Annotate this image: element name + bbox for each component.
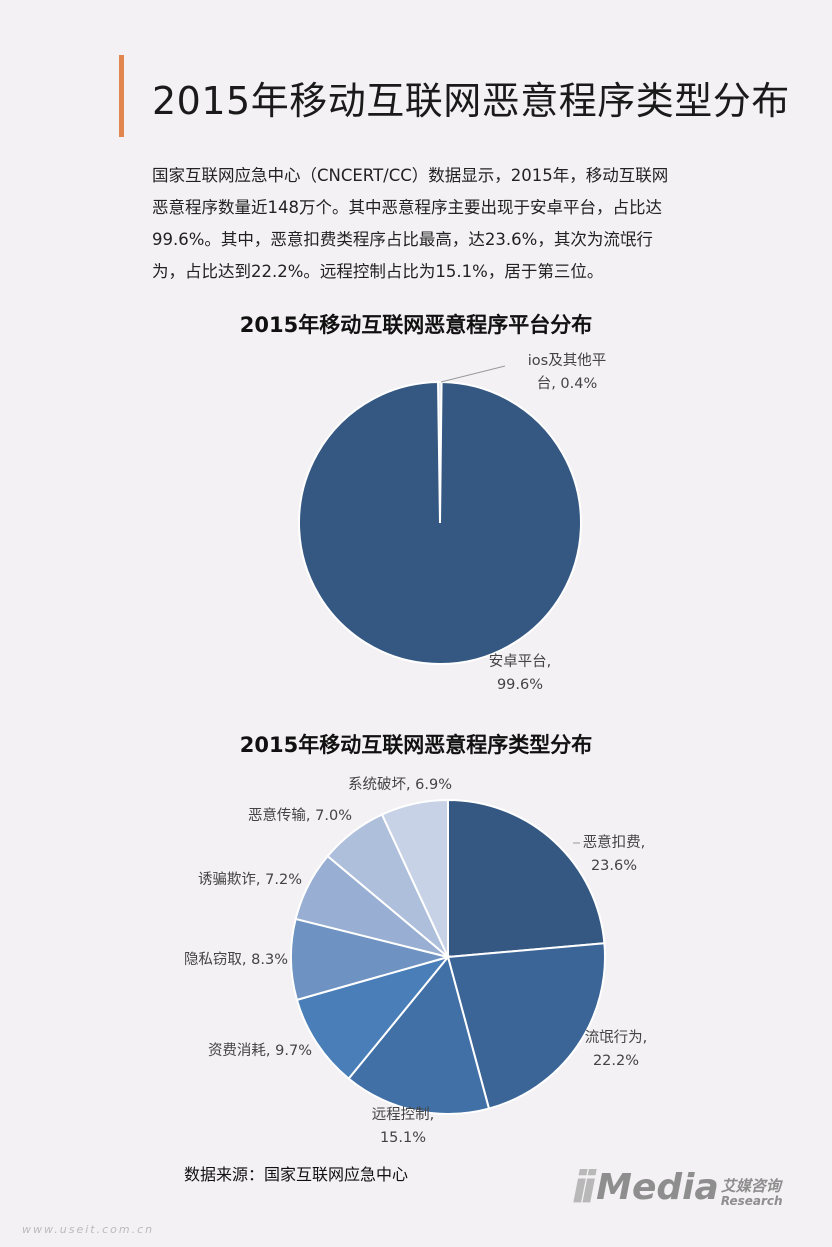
intro-line: 为，占比达到22.2%。远程控制占比为15.1%，居于第三位。 xyxy=(152,262,604,281)
page-title: 2015年移动互联网恶意程序类型分布 xyxy=(152,79,790,123)
title-accent-bar xyxy=(119,55,124,137)
leader-line-0 xyxy=(440,365,506,383)
pie-slice-1 xyxy=(446,942,606,1110)
logo-ii-icon: ii xyxy=(572,1162,596,1213)
type-label-fraud: 诱骗欺诈, 7.2% xyxy=(197,872,302,888)
intro-paragraph: 国家互联网应急中心（CNCERT/CC）数据显示，2015年，移动互联网 恶意程… xyxy=(152,160,752,288)
logo-subtext: 艾媒咨询 Research xyxy=(720,1177,783,1208)
pie-slice-1 xyxy=(298,380,582,665)
type-label-consume: 资费消耗, 9.7% xyxy=(207,1043,312,1059)
intro-line: 国家互联网应急中心（CNCERT/CC）数据显示，2015年，移动互联网 xyxy=(152,166,669,185)
type-label-privacy: 隐私窃取, 8.3% xyxy=(183,952,288,968)
pie-slice-3 xyxy=(295,955,451,1081)
imedia-logo: ii Media 艾媒咨询 Research xyxy=(572,1162,783,1213)
watermark-site: www.useit.com.cn xyxy=(22,1223,155,1236)
platform-chart-title: 2015年移动互联网恶意程序平台分布 xyxy=(239,313,593,337)
data-source: 数据来源：国家互联网应急中心 xyxy=(184,1165,409,1184)
pie-slice-2 xyxy=(347,954,491,1115)
logo-main: Media xyxy=(596,1167,719,1208)
type-label-remote: 远程控制, 15.1% xyxy=(371,1107,435,1146)
type-label-transfer: 恶意传输, 7.0% xyxy=(247,808,352,824)
platform-label-ios: ios及其他平 台, 0.4% xyxy=(527,353,607,392)
type-label-destroy: 系统破坏, 6.9% xyxy=(347,777,453,793)
platform-label-android: 安卓平台, 99.6% xyxy=(488,654,552,693)
pie-slice-0 xyxy=(447,798,606,959)
intro-line: 恶意程序数量近148万个。其中恶意程序主要出现于安卓平台，占比达 xyxy=(152,198,662,217)
type-label-rogue: 流氓行为, 22.2% xyxy=(584,1030,648,1069)
type-chart-title: 2015年移动互联网恶意程序类型分布 xyxy=(239,733,593,757)
type-label-malicious-fee: 恶意扣费, 23.6% xyxy=(582,835,646,874)
intro-line: 99.6%。其中，恶意扣费类程序占比最高，达23.6%，其次为流氓行 xyxy=(152,230,653,249)
pie-slice-7 xyxy=(380,798,449,958)
